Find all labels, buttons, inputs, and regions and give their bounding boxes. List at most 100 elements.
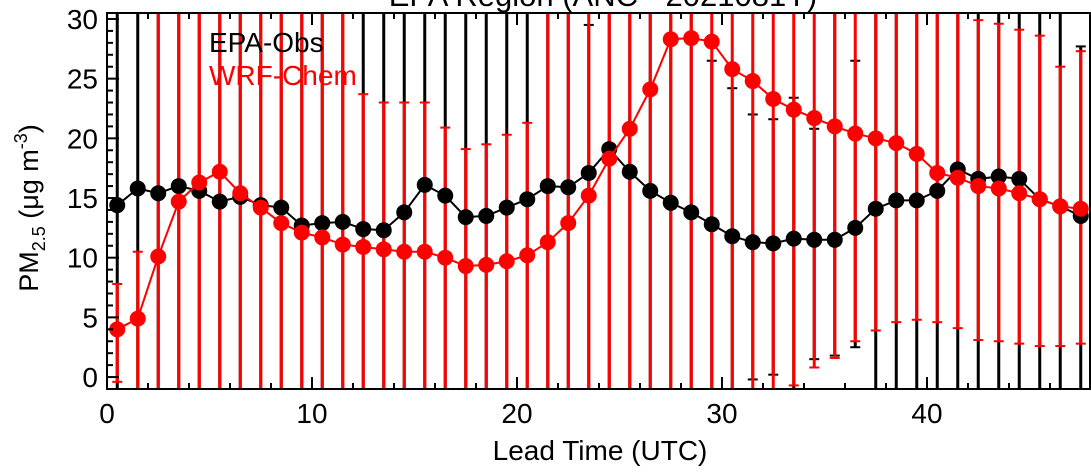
data-point: [580, 164, 597, 181]
data-point: [129, 180, 146, 197]
data-point: [642, 182, 659, 199]
data-point: [621, 120, 638, 137]
data-point: [191, 174, 208, 191]
data-point: [457, 209, 474, 226]
data-point: [355, 221, 372, 238]
data-point: [744, 234, 761, 251]
data-point: [1011, 185, 1028, 202]
data-point: [847, 125, 864, 142]
data-point: [252, 199, 269, 216]
data-point: [150, 248, 167, 265]
series-line-wrf-chem: [109, 30, 1089, 338]
data-point: [826, 118, 843, 135]
data-point: [396, 243, 413, 260]
series-line-epa-obs: [109, 141, 1089, 252]
data-point: [416, 243, 433, 260]
data-point: [334, 213, 351, 230]
y-axis-label-subscript: 2.5: [29, 226, 49, 251]
data-point: [355, 238, 372, 255]
y-axis-label-unit: (μg m: [14, 149, 44, 226]
data-point: [539, 178, 556, 195]
y-tick-label: 0: [82, 362, 98, 393]
data-point: [888, 135, 905, 152]
data-point: [990, 168, 1007, 185]
y-axis-label-unit-close: ): [14, 124, 44, 133]
series-layer: [109, 13, 1089, 389]
x-tick-label: 10: [296, 398, 327, 429]
data-point: [498, 199, 515, 216]
data-point: [703, 216, 720, 233]
data-point: [724, 228, 741, 245]
data-point: [560, 215, 577, 232]
data-point: [498, 253, 515, 270]
data-point: [1011, 170, 1028, 187]
data-point: [703, 33, 720, 50]
data-point: [375, 241, 392, 258]
data-point: [416, 176, 433, 193]
data-point: [806, 110, 823, 127]
data-point: [683, 204, 700, 221]
data-point: [314, 215, 331, 232]
data-point: [642, 81, 659, 98]
data-point: [457, 258, 474, 275]
y-axis-label-main: PM: [14, 251, 44, 292]
data-point: [683, 30, 700, 47]
y-axis-label: PM2.5 (μg m-3): [11, 124, 49, 292]
data-point: [990, 180, 1007, 197]
data-point: [765, 90, 782, 107]
data-point: [539, 234, 556, 251]
y-tick-label: 20: [67, 123, 98, 154]
data-point: [334, 236, 351, 253]
data-point: [785, 230, 802, 247]
y-tick-label: 25: [67, 64, 98, 95]
data-point: [662, 31, 679, 48]
data-point: [929, 182, 946, 199]
data-point: [580, 187, 597, 204]
data-point: [211, 193, 228, 210]
data-point: [785, 101, 802, 118]
data-point: [437, 187, 454, 204]
data-point: [375, 222, 392, 239]
x-tick-label: 20: [501, 398, 532, 429]
y-tick-label: 30: [67, 4, 98, 35]
data-point: [560, 179, 577, 196]
y-tick-label: 10: [67, 243, 98, 274]
data-point: [170, 193, 187, 210]
data-point: [478, 256, 495, 273]
legend-entry-epa-obs: EPA-Obs: [209, 27, 324, 58]
data-point: [519, 247, 536, 264]
x-tick-label: 30: [706, 398, 737, 429]
data-point: [232, 185, 249, 202]
data-point: [806, 231, 823, 248]
data-point: [826, 231, 843, 248]
data-point: [437, 249, 454, 266]
data-point: [908, 145, 925, 162]
data-point: [847, 219, 864, 236]
y-tick-label: 5: [82, 302, 98, 333]
data-point: [1052, 198, 1069, 215]
data-point: [1031, 191, 1048, 208]
data-point: [888, 192, 905, 209]
data-point: [601, 150, 618, 167]
data-point: [109, 197, 126, 214]
chart-title: EPA Region (ANC - 2021081Y): [389, 0, 818, 13]
x-axis-label: Lead Time (UTC): [493, 435, 708, 466]
data-point: [519, 191, 536, 208]
data-point: [744, 73, 761, 90]
data-point: [929, 164, 946, 181]
x-tick-label: 40: [911, 398, 942, 429]
data-point: [662, 194, 679, 211]
data-point: [396, 204, 413, 221]
axes-layer: 0 10 20 30 40 0 5 10 15 20 25 30: [67, 4, 1091, 429]
data-point: [867, 130, 884, 147]
data-point: [314, 229, 331, 246]
data-point: [724, 61, 741, 78]
data-point: [949, 169, 966, 186]
data-point: [129, 310, 146, 327]
data-point: [765, 235, 782, 252]
data-point: [970, 178, 987, 195]
data-point: [621, 163, 638, 180]
